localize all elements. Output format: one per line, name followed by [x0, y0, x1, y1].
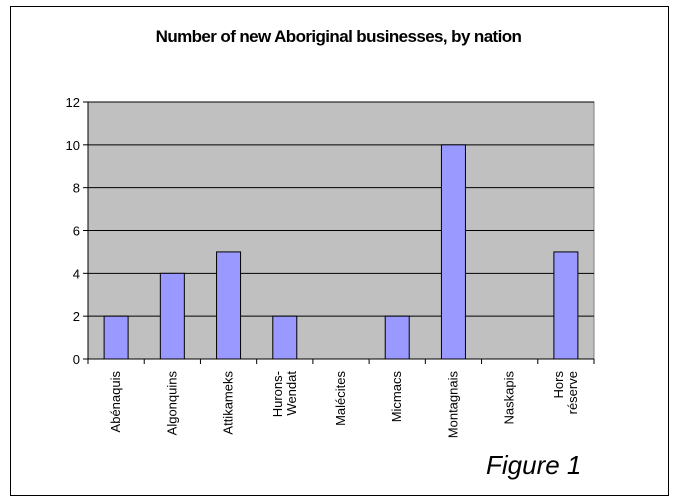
y-tick-label: 8: [73, 181, 80, 196]
bar: [217, 252, 241, 359]
y-tick-label: 0: [73, 352, 80, 367]
bar: [441, 145, 465, 359]
bar: [554, 252, 578, 359]
y-tick-label: 4: [73, 266, 80, 281]
x-tick-label: Malécites: [333, 371, 348, 426]
x-tick-label: Hurons-: [270, 371, 285, 417]
x-tick-label: Abénaquis: [108, 371, 123, 433]
x-tick-label: Attikameks: [221, 371, 236, 435]
figure-caption: Figure 1: [486, 450, 581, 481]
bar-chart: 0 2 4 6 8 10 12 Abénaquis Algonquins Attikameks Hu…: [0, 0, 677, 481]
x-tick-label: Micmacs: [389, 371, 404, 423]
x-tick-label: réserve: [565, 371, 580, 414]
x-tick-label: Algonquins: [164, 371, 179, 436]
x-tick-label: Hors: [551, 371, 566, 399]
y-tick-label: 12: [66, 95, 80, 110]
y-tick-label: 6: [73, 224, 80, 239]
bar: [160, 273, 184, 359]
y-tick-label: 2: [73, 309, 80, 324]
x-tick-label: Montagnais: [445, 371, 460, 439]
bar: [273, 316, 297, 359]
bar: [385, 316, 409, 359]
x-tick-label: Naskapis: [502, 371, 517, 425]
x-tick-label: Wendat: [284, 371, 299, 416]
y-tick-label: 10: [66, 138, 80, 153]
bar: [104, 316, 128, 359]
